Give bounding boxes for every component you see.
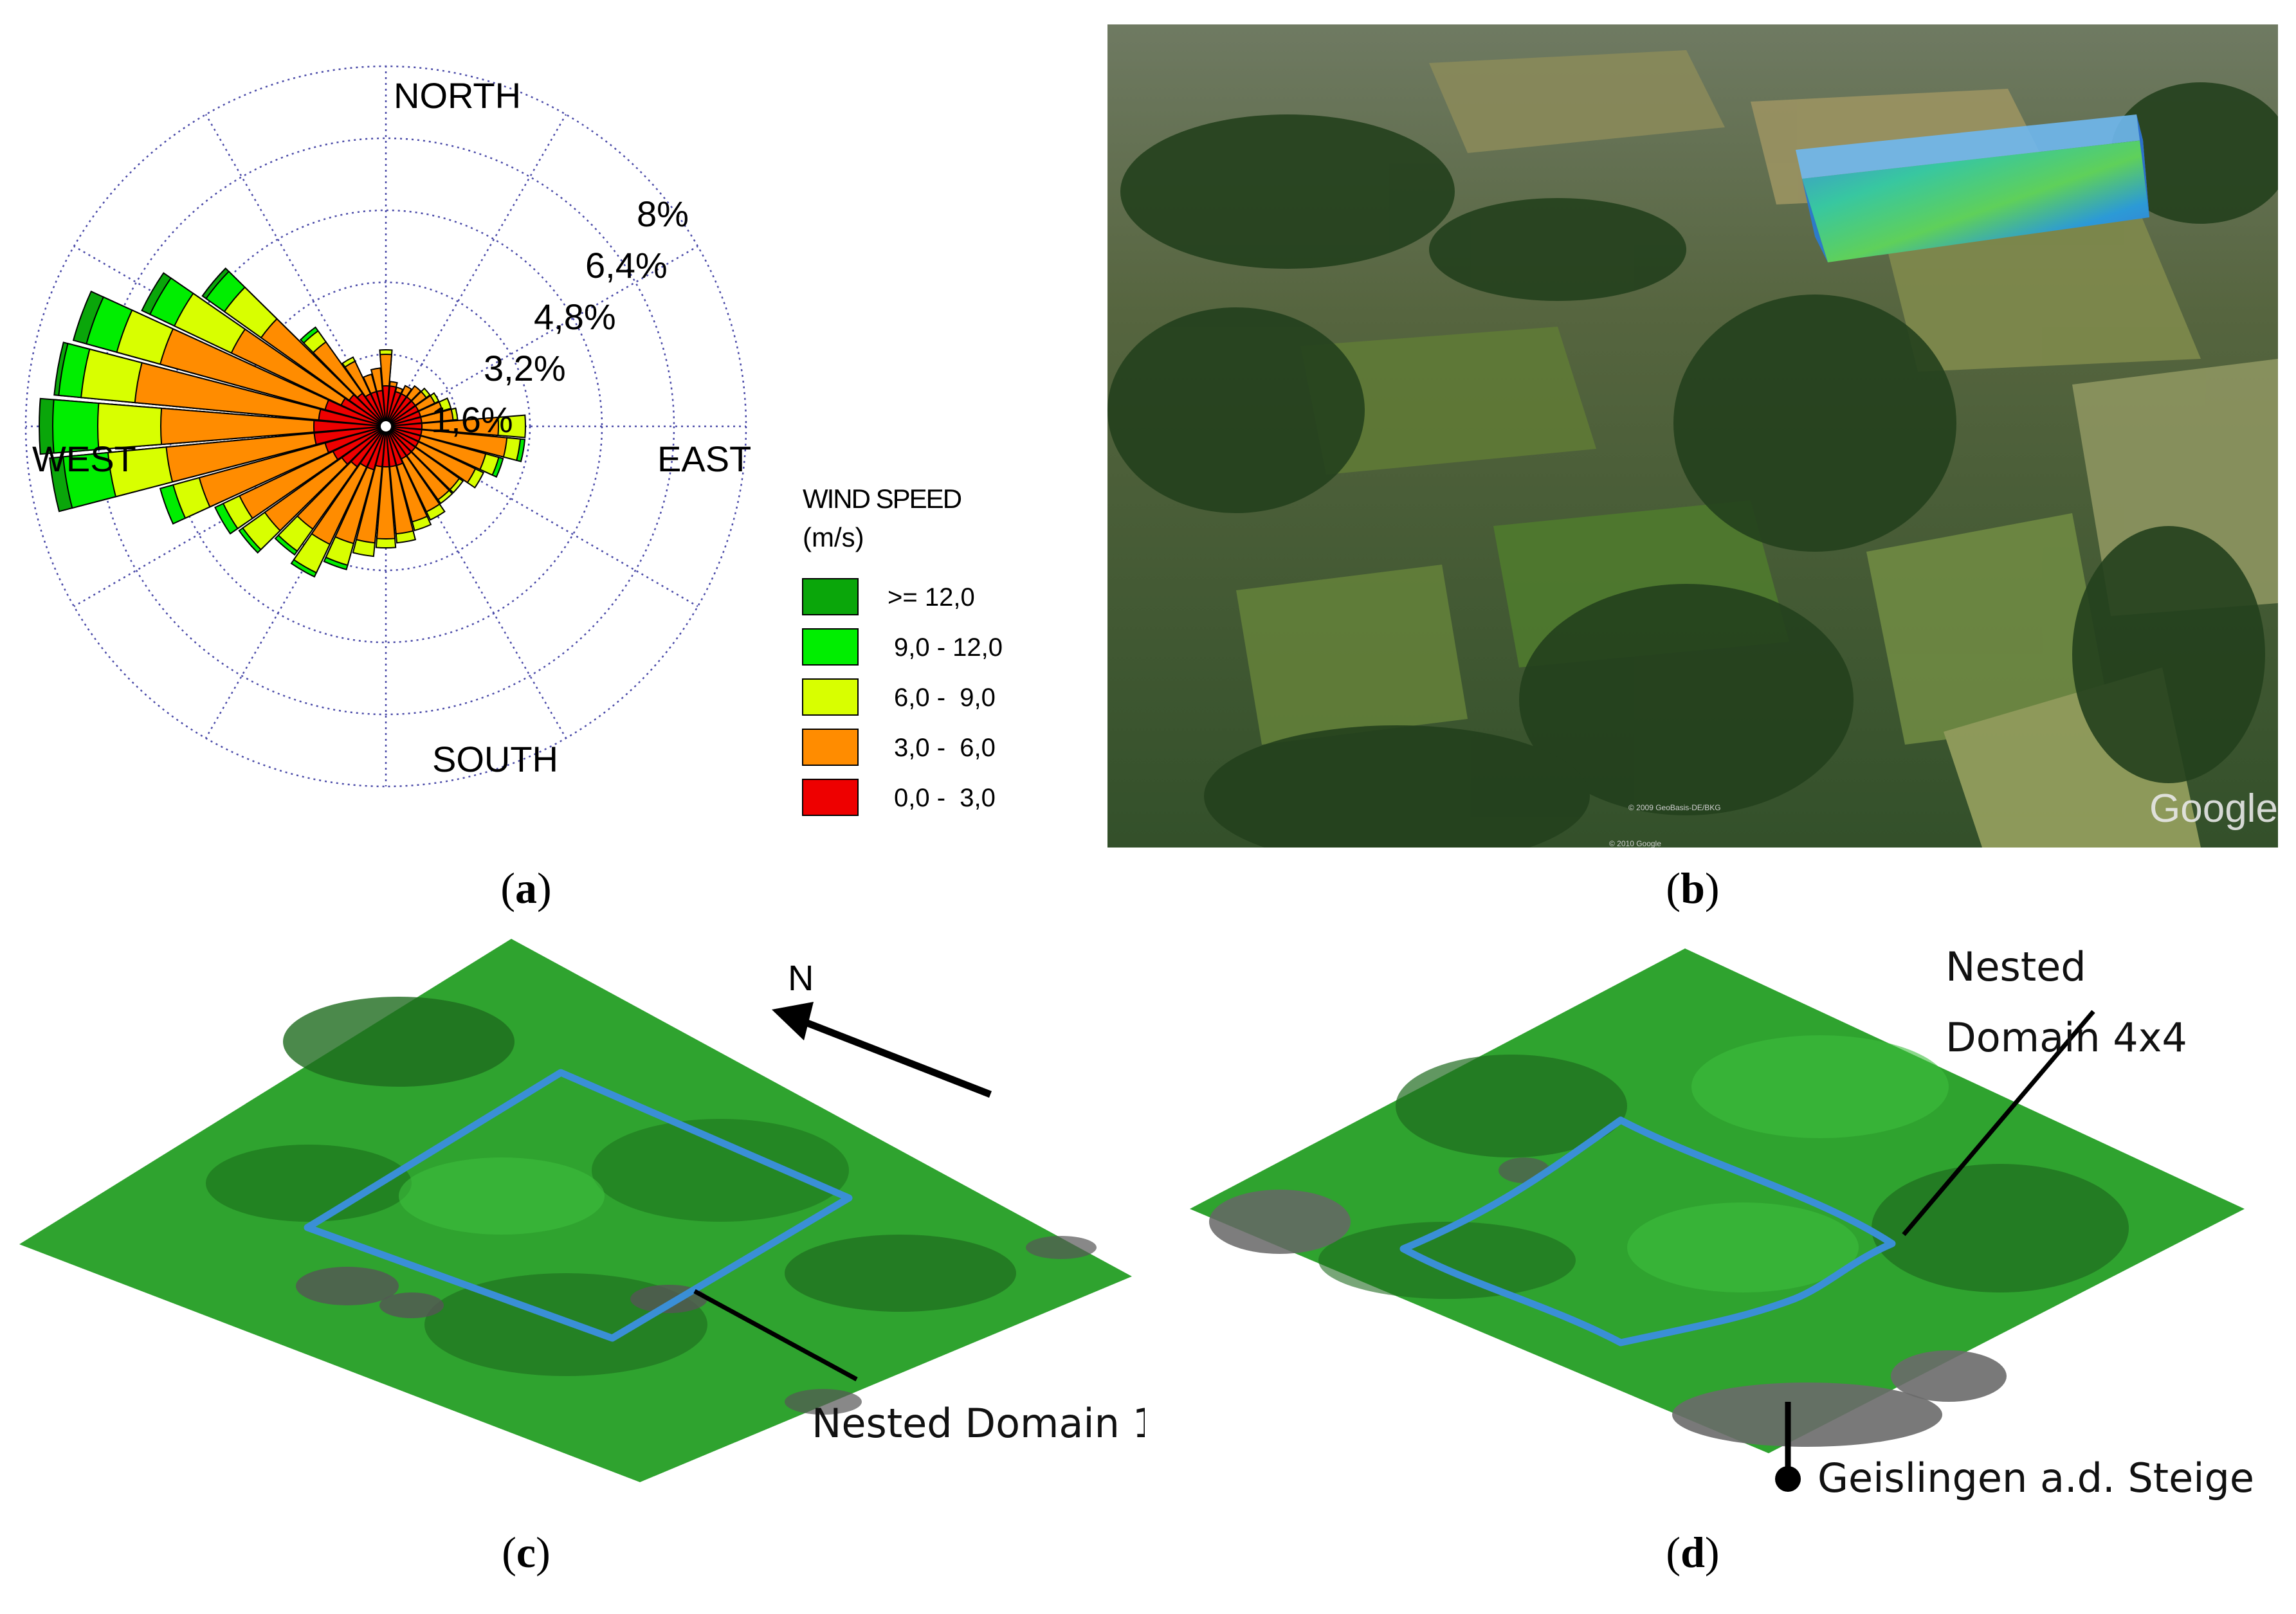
legend-label-9-12: 9,0 - 12,0: [894, 633, 1003, 662]
rose-bar-350-bin-0: [376, 390, 387, 427]
caption-a: (a): [500, 864, 552, 912]
rose-spoke-150: [385, 426, 567, 739]
rose-bar-250-bin-0: [324, 426, 387, 454]
aerial-terrain-image: Google © 2009 GeoBasis-DE/BKG © 2010 Goo…: [1107, 24, 2291, 867]
google-watermark: Google: [2149, 786, 2278, 831]
rose-ring-3: [96, 137, 675, 716]
panel-b-satellite-image: Google © 2009 GeoBasis-DE/BKG © 2010 Goo…: [1107, 24, 2291, 867]
town-label-geislingen: Geislingen a.d. Steige: [1818, 1455, 2254, 1501]
rose-bar-270-bin-1: [159, 407, 387, 446]
legend-unit: (m/s): [803, 522, 864, 552]
ring-label-3-2: 3,2%: [484, 348, 566, 388]
rose-bar-260-bin-0: [313, 426, 387, 446]
rose-spoke-210: [205, 426, 387, 739]
caption-b: (b): [1666, 864, 1720, 912]
legend-title: WIND SPEED: [803, 484, 961, 514]
callout-leader-c: [693, 1289, 858, 1382]
panel-a-wind-rose: 8% 6,4% 4,8% 3,2% 1,6% NORTH SOUTH EAST …: [0, 0, 1093, 862]
terrain-surface-c: N Nested Domain 10x10: [19, 939, 1257, 1482]
ring-label-4-8: 4,8%: [534, 296, 616, 337]
rose-bar-270-bin-0: [313, 419, 387, 433]
rose-spoke-30: [385, 114, 567, 427]
legend-swatch-6-9: [802, 678, 859, 716]
wind-rose-bars: [39, 267, 526, 578]
nested-domain-10x10-outline: [304, 1069, 853, 1342]
town-marker-dot: [1775, 1466, 1801, 1492]
legend-swatch-12plus: [802, 578, 859, 615]
legend-swatch-9-12: [802, 628, 859, 666]
north-label: N: [788, 957, 814, 998]
wind-speed-legend: WIND SPEED (m/s) >= 12,0 9,0 - 12,0 6,0 …: [802, 484, 1003, 816]
rose-bar-300-bin-0: [340, 397, 387, 427]
ring-label-1-6: 1,6%: [431, 399, 513, 440]
callout-leader-d: [1902, 1010, 2095, 1237]
legend-label-0-3: 0,0 - 3,0: [894, 784, 996, 812]
rose-bar-180-bin-1: [376, 426, 396, 540]
panel-d-terrain-model: Nested Domain 4x4 Geislingen a.d. Steige: [1177, 926, 2296, 1505]
callout-domain-4x4-label: Domain 4x4: [1945, 1014, 2187, 1061]
compass-east: EAST: [657, 439, 751, 479]
google-credit: © 2010 Google: [1609, 839, 1661, 848]
north-arrow: [796, 1015, 992, 1098]
panel-c-terrain-model: N Nested Domain 10x10: [0, 926, 1257, 1505]
legend-label-12plus: >= 12,0: [888, 583, 975, 612]
legend-label-3-6: 3,0 - 6,0: [894, 734, 996, 762]
ring-label-6-4: 6,4%: [585, 245, 668, 286]
rose-center-marker: [378, 419, 394, 434]
legend-swatch-0-3: [802, 779, 859, 816]
terrain-shading-d: [1209, 1035, 2129, 1447]
rose-bar-230-bin-0: [341, 426, 387, 466]
legend-label-6-9: 6,0 - 9,0: [894, 684, 996, 712]
caption-c: (c): [502, 1528, 551, 1577]
rose-spoke-60: [385, 245, 698, 428]
rose-bar-240-bin-0: [332, 426, 387, 461]
rose-bar-90-bin-1: [385, 416, 499, 437]
rose-spoke-120: [385, 425, 698, 608]
compass-south: SOUTH: [432, 739, 558, 779]
callout-nested-label: Nested: [1945, 943, 2086, 990]
rose-bar-220-bin-0: [350, 426, 387, 468]
compass-north: NORTH: [394, 75, 521, 116]
terrain-shading-c: [206, 997, 1097, 1415]
imagery-credit: © 2009 GeoBasis-DE/BKG: [1628, 803, 1721, 812]
nested-domain-4x4-outline: [1399, 1116, 1896, 1347]
ring-label-8: 8%: [637, 194, 689, 234]
rose-spoke-330: [205, 114, 387, 427]
terrain-surface-d: Nested Domain 4x4 Geislingen a.d. Steige: [1190, 943, 2254, 1501]
compass-west: WEST: [32, 439, 136, 479]
forest-areas: [1107, 82, 2291, 867]
wind-rose-chart: 8% 6,4% 4,8% 3,2% 1,6% NORTH SOUTH EAST …: [24, 65, 1003, 816]
caption-d: (d): [1666, 1528, 1720, 1577]
legend-swatch-3-6: [802, 729, 859, 766]
north-arrowhead: [772, 1002, 814, 1040]
callout-nested-domain-10x10: Nested Domain 10x10: [812, 1400, 1145, 1447]
cfd-domain-box: [1796, 114, 2149, 262]
